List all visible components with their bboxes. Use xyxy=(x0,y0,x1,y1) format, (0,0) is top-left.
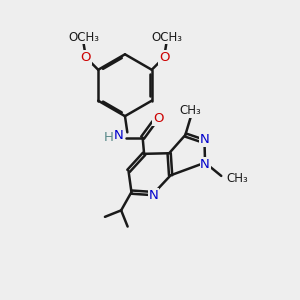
Text: CH₃: CH₃ xyxy=(226,172,248,185)
Text: N: N xyxy=(200,134,209,146)
Text: CH₃: CH₃ xyxy=(180,104,202,117)
Text: O: O xyxy=(153,112,164,125)
Text: N: N xyxy=(114,129,124,142)
Text: OCH₃: OCH₃ xyxy=(68,31,99,44)
Text: H: H xyxy=(104,131,114,144)
Text: O: O xyxy=(81,51,91,64)
Text: O: O xyxy=(159,51,169,64)
Text: N: N xyxy=(149,188,158,202)
Text: OCH₃: OCH₃ xyxy=(151,31,182,44)
Text: N: N xyxy=(200,158,210,171)
